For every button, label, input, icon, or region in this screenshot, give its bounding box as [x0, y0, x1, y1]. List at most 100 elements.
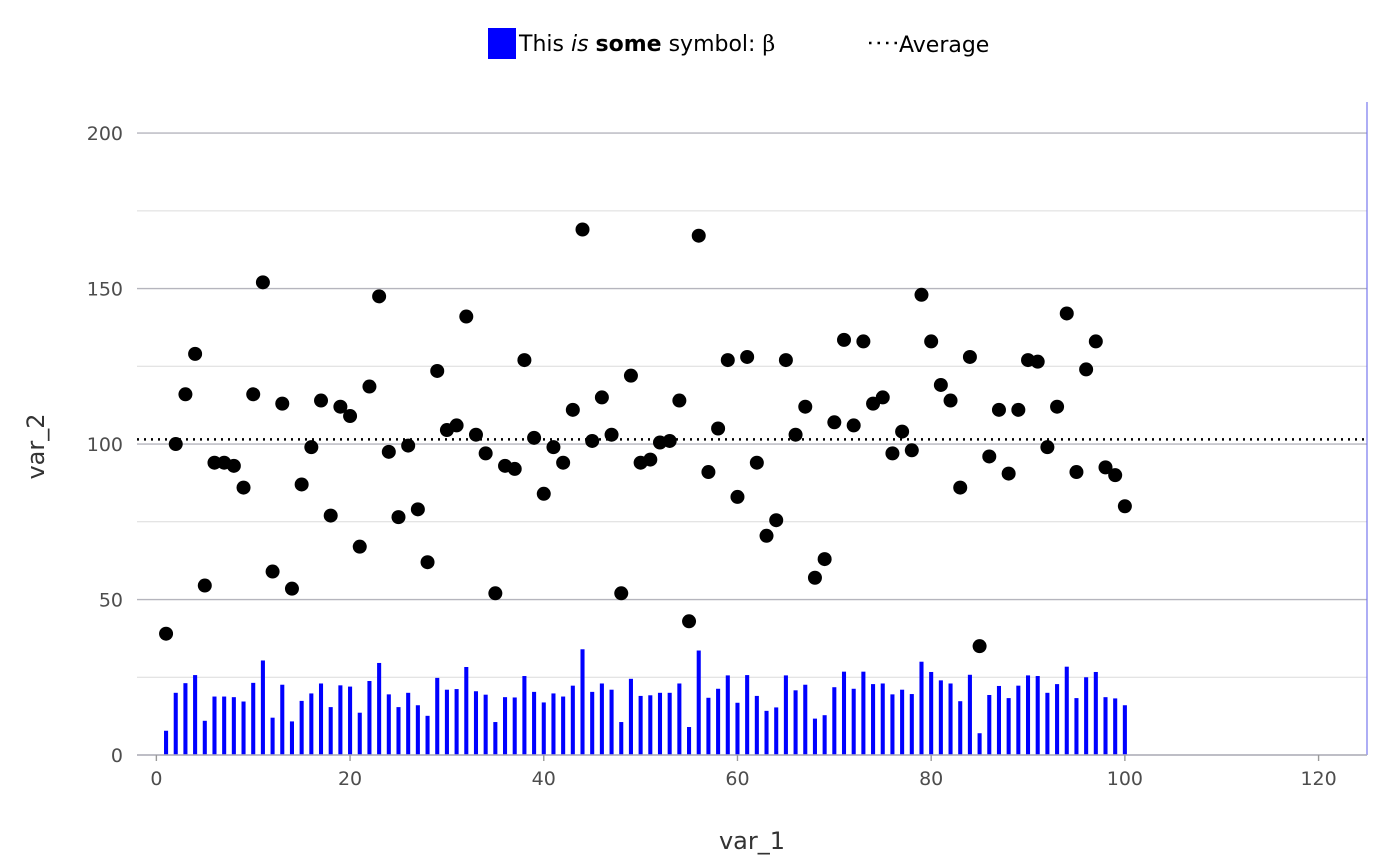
data-point [711, 421, 726, 436]
data-point [788, 427, 803, 442]
bar [386, 694, 391, 755]
data-point [197, 578, 212, 593]
data-point [778, 353, 793, 368]
bar [657, 692, 663, 755]
bar [222, 696, 227, 755]
data-point [924, 334, 939, 349]
data-point [662, 433, 677, 448]
data-point [623, 368, 638, 383]
data-point [255, 275, 270, 290]
bar [822, 715, 827, 755]
bar [464, 667, 469, 755]
data-point [1059, 306, 1074, 321]
data-point [1050, 399, 1065, 414]
x-tick-label: 0 [150, 768, 162, 790]
data-point [226, 458, 241, 473]
data-point [401, 438, 416, 453]
bar [1025, 675, 1031, 755]
bar [367, 680, 372, 755]
bar [648, 695, 653, 755]
data-point [168, 437, 183, 452]
data-point [1079, 362, 1094, 377]
data-point [323, 508, 338, 523]
bar [735, 702, 740, 755]
bar [357, 712, 362, 755]
bar [590, 691, 595, 755]
bar [1006, 698, 1011, 755]
data-point [730, 489, 745, 504]
data-point [962, 349, 977, 364]
bar [251, 682, 256, 755]
bar [967, 674, 972, 755]
data-point [991, 402, 1006, 417]
y-axis-title: var_2 [22, 413, 50, 479]
data-point [565, 402, 580, 417]
bar [541, 702, 546, 755]
bar [938, 680, 943, 755]
bar [716, 688, 721, 755]
data-point [372, 289, 387, 304]
x-tick-label: 80 [919, 768, 943, 790]
data-point [527, 430, 542, 445]
data-point [807, 570, 822, 585]
data-point [1001, 466, 1016, 481]
data-point [468, 427, 483, 442]
bar [164, 730, 169, 755]
data-point [178, 387, 193, 402]
data-point [614, 586, 629, 601]
bar [996, 685, 1002, 755]
data-point [546, 440, 561, 455]
bar [396, 707, 401, 755]
data-point [188, 346, 203, 361]
data-point [691, 228, 706, 243]
x-tick-label: 60 [725, 768, 749, 790]
data-point [362, 379, 377, 394]
data-point [449, 418, 464, 433]
data-point [1098, 460, 1113, 475]
bar [415, 705, 420, 755]
point-series [159, 222, 1132, 654]
data-point [749, 455, 764, 470]
data-point [246, 387, 261, 402]
data-point [1108, 468, 1123, 483]
bar [619, 722, 624, 755]
data-point [604, 427, 619, 442]
bar [599, 683, 604, 755]
y-tick-label: 200 [87, 123, 123, 145]
data-point [294, 477, 309, 492]
data-point [430, 363, 445, 378]
legend-bar-swatch [488, 28, 516, 59]
bar [851, 688, 856, 755]
bar [1074, 698, 1079, 755]
y-tick-label: 100 [87, 434, 123, 456]
legend: This is some symbol: β Average [488, 28, 989, 59]
bar [483, 694, 488, 755]
bar [318, 683, 324, 755]
data-point [1117, 499, 1132, 514]
bar [328, 707, 333, 755]
bar [628, 678, 633, 755]
legend-bar-label: This is some symbol: β [518, 32, 775, 57]
data-point [672, 393, 687, 408]
data-point [798, 399, 813, 414]
data-point [943, 393, 958, 408]
bar [309, 693, 314, 755]
data-point [682, 614, 697, 629]
bar [803, 684, 808, 755]
bar [861, 671, 866, 755]
bar [958, 701, 963, 755]
data-point [284, 581, 299, 596]
bar [1103, 697, 1108, 755]
y-tick-label: 150 [87, 279, 123, 301]
bar [706, 697, 711, 755]
bar [754, 695, 759, 755]
bar [202, 720, 207, 755]
bar [764, 710, 769, 755]
data-point [972, 639, 987, 654]
bar [1093, 671, 1098, 755]
data-point [207, 455, 222, 470]
bar [1084, 677, 1089, 755]
data-point [759, 528, 774, 543]
bar [183, 683, 188, 755]
data-point [720, 353, 735, 368]
